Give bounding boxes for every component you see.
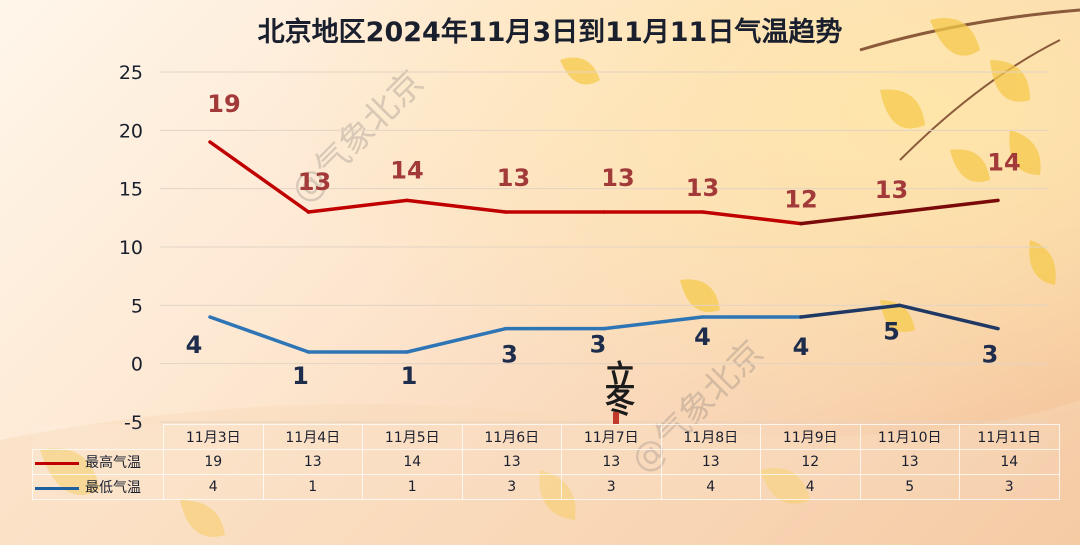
table-cell: 12 xyxy=(760,449,861,475)
lidong-stamp: 立冬 xyxy=(594,360,638,424)
data-table: 11月3日 11月4日 11月5日 11月6日 11月7日 11月8日 11月9日 11月10… xyxy=(32,424,1060,500)
y-tick-label: 0 xyxy=(131,354,143,376)
high-data-label: 12 xyxy=(784,186,817,214)
table-header-cell: 11月9日 xyxy=(760,424,861,450)
table-header-cell: 11月4日 xyxy=(262,424,363,450)
legend-high: 最高气温 xyxy=(32,449,164,475)
table-header-cell: 11月8日 xyxy=(660,424,761,450)
table-cell: 4 xyxy=(660,474,761,500)
table-cell: 1 xyxy=(262,474,363,500)
high-line-segment xyxy=(306,198,409,214)
table-header-row: 11月3日 11月4日 11月5日 11月6日 11月7日 11月8日 11月9日 11月10… xyxy=(32,424,1060,450)
low-line-segment xyxy=(405,326,508,354)
high-line-segment xyxy=(897,198,1000,214)
table-cell: 14 xyxy=(362,449,463,475)
table-cell: 13 xyxy=(660,449,761,475)
high-data-label: 13 xyxy=(497,164,530,192)
low-data-label: 4 xyxy=(694,323,711,351)
y-tick-label: 5 xyxy=(131,295,143,317)
high-data-label: 19 xyxy=(207,90,240,118)
table-header-cell: 11月11日 xyxy=(959,424,1060,450)
y-tick-label: 10 xyxy=(119,237,143,259)
low-data-label: 1 xyxy=(292,362,309,390)
table-header-cell: 11月6日 xyxy=(461,424,562,450)
high-line-segment xyxy=(799,210,902,226)
legend-line-icon xyxy=(35,461,79,465)
table-cell: 13 xyxy=(561,449,662,475)
low-data-label: 3 xyxy=(590,331,607,359)
legend-line-icon xyxy=(35,486,79,490)
table-row: 最高气温 19 13 14 13 13 13 12 13 14 xyxy=(32,449,1060,475)
high-data-label: 13 xyxy=(875,176,908,204)
low-data-label: 3 xyxy=(982,341,999,369)
high-line-segment xyxy=(208,140,311,214)
low-line-segment xyxy=(799,303,902,319)
high-data-label: 13 xyxy=(601,164,634,192)
low-line-segment xyxy=(208,315,311,354)
table-cell: 19 xyxy=(163,449,264,475)
high-line-segment xyxy=(405,198,508,214)
table-row: 最低气温 4 1 1 3 3 4 4 5 3 xyxy=(32,474,1060,500)
high-data-label: 13 xyxy=(686,174,719,202)
high-data-label: 14 xyxy=(987,148,1020,176)
table-cell: 3 xyxy=(561,474,662,500)
grid-lines xyxy=(160,71,1048,423)
table-cell: 13 xyxy=(262,449,363,475)
low-data-label: 1 xyxy=(401,362,418,390)
low-line-segment xyxy=(602,315,705,331)
series-lines xyxy=(208,140,1000,354)
table-header-cell: 11月5日 xyxy=(362,424,463,450)
table-cell: 3 xyxy=(959,474,1060,500)
low-line-segment xyxy=(897,303,1000,331)
table-header-cell: 11月7日 xyxy=(561,424,662,450)
table-cell: 13 xyxy=(461,449,562,475)
table-cell: 14 xyxy=(959,449,1060,475)
y-tick-label: 20 xyxy=(119,120,143,142)
high-data-label: 14 xyxy=(390,156,423,184)
high-line-segment xyxy=(700,210,803,226)
low-data-label: 4 xyxy=(793,333,810,361)
table-cell: 13 xyxy=(859,449,960,475)
low-data-label: 3 xyxy=(501,341,518,369)
table-cell: 4 xyxy=(760,474,861,500)
chart-title: 北京地区2024年11月3日到11月11日气温趋势 xyxy=(257,17,843,48)
legend-low: 最低气温 xyxy=(32,474,164,500)
y-tick-label: 25 xyxy=(119,62,143,84)
table-cell: 5 xyxy=(859,474,960,500)
table-header-cell: 11月10日 xyxy=(859,424,960,450)
table-corner xyxy=(32,424,164,450)
low-data-label: 5 xyxy=(883,317,900,345)
table-cell: 4 xyxy=(163,474,264,500)
table-cell: 1 xyxy=(362,474,463,500)
low-data-label: 4 xyxy=(186,331,203,359)
table-header-cell: 11月3日 xyxy=(163,424,264,450)
y-tick-label: 15 xyxy=(119,179,143,201)
high-data-label: 13 xyxy=(298,168,331,196)
table-cell: 3 xyxy=(461,474,562,500)
